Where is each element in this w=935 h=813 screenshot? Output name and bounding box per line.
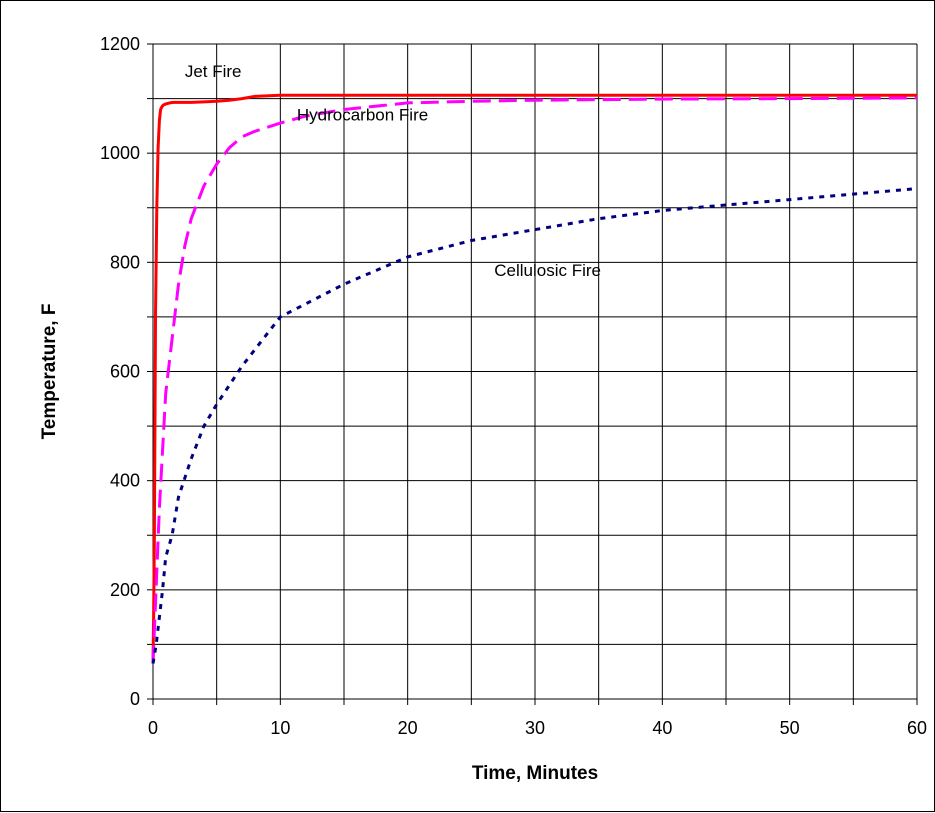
y-tick-label: 200: [110, 580, 140, 600]
x-tick-label: 0: [148, 718, 158, 738]
x-tick-label: 50: [780, 718, 800, 738]
series-line-3: [151, 187, 918, 664]
x-tick-label: 10: [270, 718, 290, 738]
annotation-label: Jet Fire: [185, 62, 242, 81]
x-tick-label: 20: [398, 718, 418, 738]
y-tick-label: 800: [110, 252, 140, 272]
y-axis-title: Temperature, F: [39, 304, 60, 440]
x-tick-label: 30: [525, 718, 545, 738]
y-tick-label: 1000: [100, 143, 140, 163]
y-tick-label: 400: [110, 471, 140, 491]
y-tick-label: 0: [130, 689, 140, 709]
series-line-1: [151, 93, 917, 664]
y-tick-label: 1200: [100, 34, 140, 54]
y-tick-label: 600: [110, 362, 140, 382]
x-tick-label: 60: [907, 718, 927, 738]
x-tick-label: 40: [652, 718, 672, 738]
annotation-label: Cellulosic Fire: [494, 261, 601, 280]
series-line-2: [151, 96, 918, 664]
x-axis-title: Time, Minutes: [472, 763, 598, 784]
annotation-label: Hydrocarbon Fire: [297, 105, 428, 124]
